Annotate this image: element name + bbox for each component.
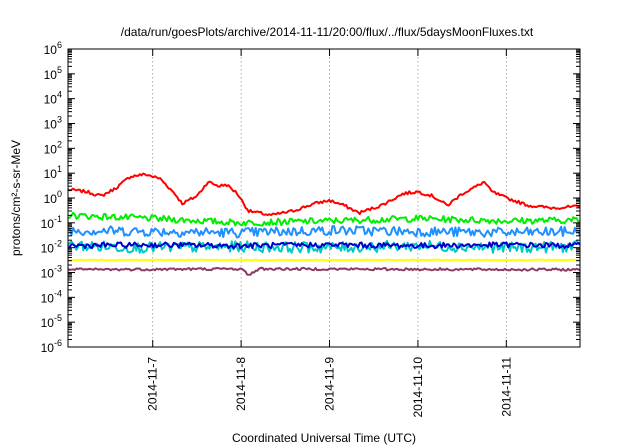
y-tick-label: 103 <box>44 115 62 132</box>
y-axis-label: protons/cm²-s-sr-MeV <box>9 140 23 256</box>
y-tick-label: 10-4 <box>41 288 62 305</box>
series-group <box>67 172 581 276</box>
grid <box>152 49 507 347</box>
y-axis: 10-6 10-5 10-4 10-3 10-2 10-1 100 101 102 103 104 1… <box>41 40 580 355</box>
series-line <box>67 172 581 217</box>
y-tick-label: 105 <box>44 65 62 82</box>
x-tick-label: 2014-11-8 <box>234 357 248 411</box>
y-tick-label: 10-6 <box>41 338 62 355</box>
x-axis: 2014-11-7 2014-11-8 2014-11-9 2014-11-10 201… <box>146 49 513 418</box>
y-tick-label: 10-5 <box>41 313 62 330</box>
y-tick-label: 106 <box>44 40 62 57</box>
series-line <box>67 266 581 276</box>
series-line <box>67 241 581 250</box>
y-tick-label: 100 <box>44 189 62 206</box>
x-tick-label: 2014-11-7 <box>146 357 160 411</box>
series-line <box>67 211 581 227</box>
x-tick-label: 2014-11-10 <box>411 357 425 418</box>
series-line <box>67 225 581 239</box>
series-line <box>67 258 581 262</box>
x-axis-label: Coordinated Universal Time (UTC) <box>232 431 416 445</box>
x-tick-label: 2014-11-9 <box>323 357 337 411</box>
y-tick-label: 10-3 <box>41 264 62 281</box>
y-tick-label: 104 <box>44 90 62 107</box>
plot-frame <box>67 48 581 348</box>
x-tick-label: 2014-11-11 <box>499 357 513 417</box>
chart-title: /data/run/goesPlots/archive/2014-11-11/2… <box>121 25 534 39</box>
y-tick-label: 10-2 <box>41 239 62 256</box>
y-tick-label: 102 <box>44 139 62 156</box>
y-tick-label: 10-1 <box>41 214 62 231</box>
y-tick-label: 101 <box>44 164 62 181</box>
